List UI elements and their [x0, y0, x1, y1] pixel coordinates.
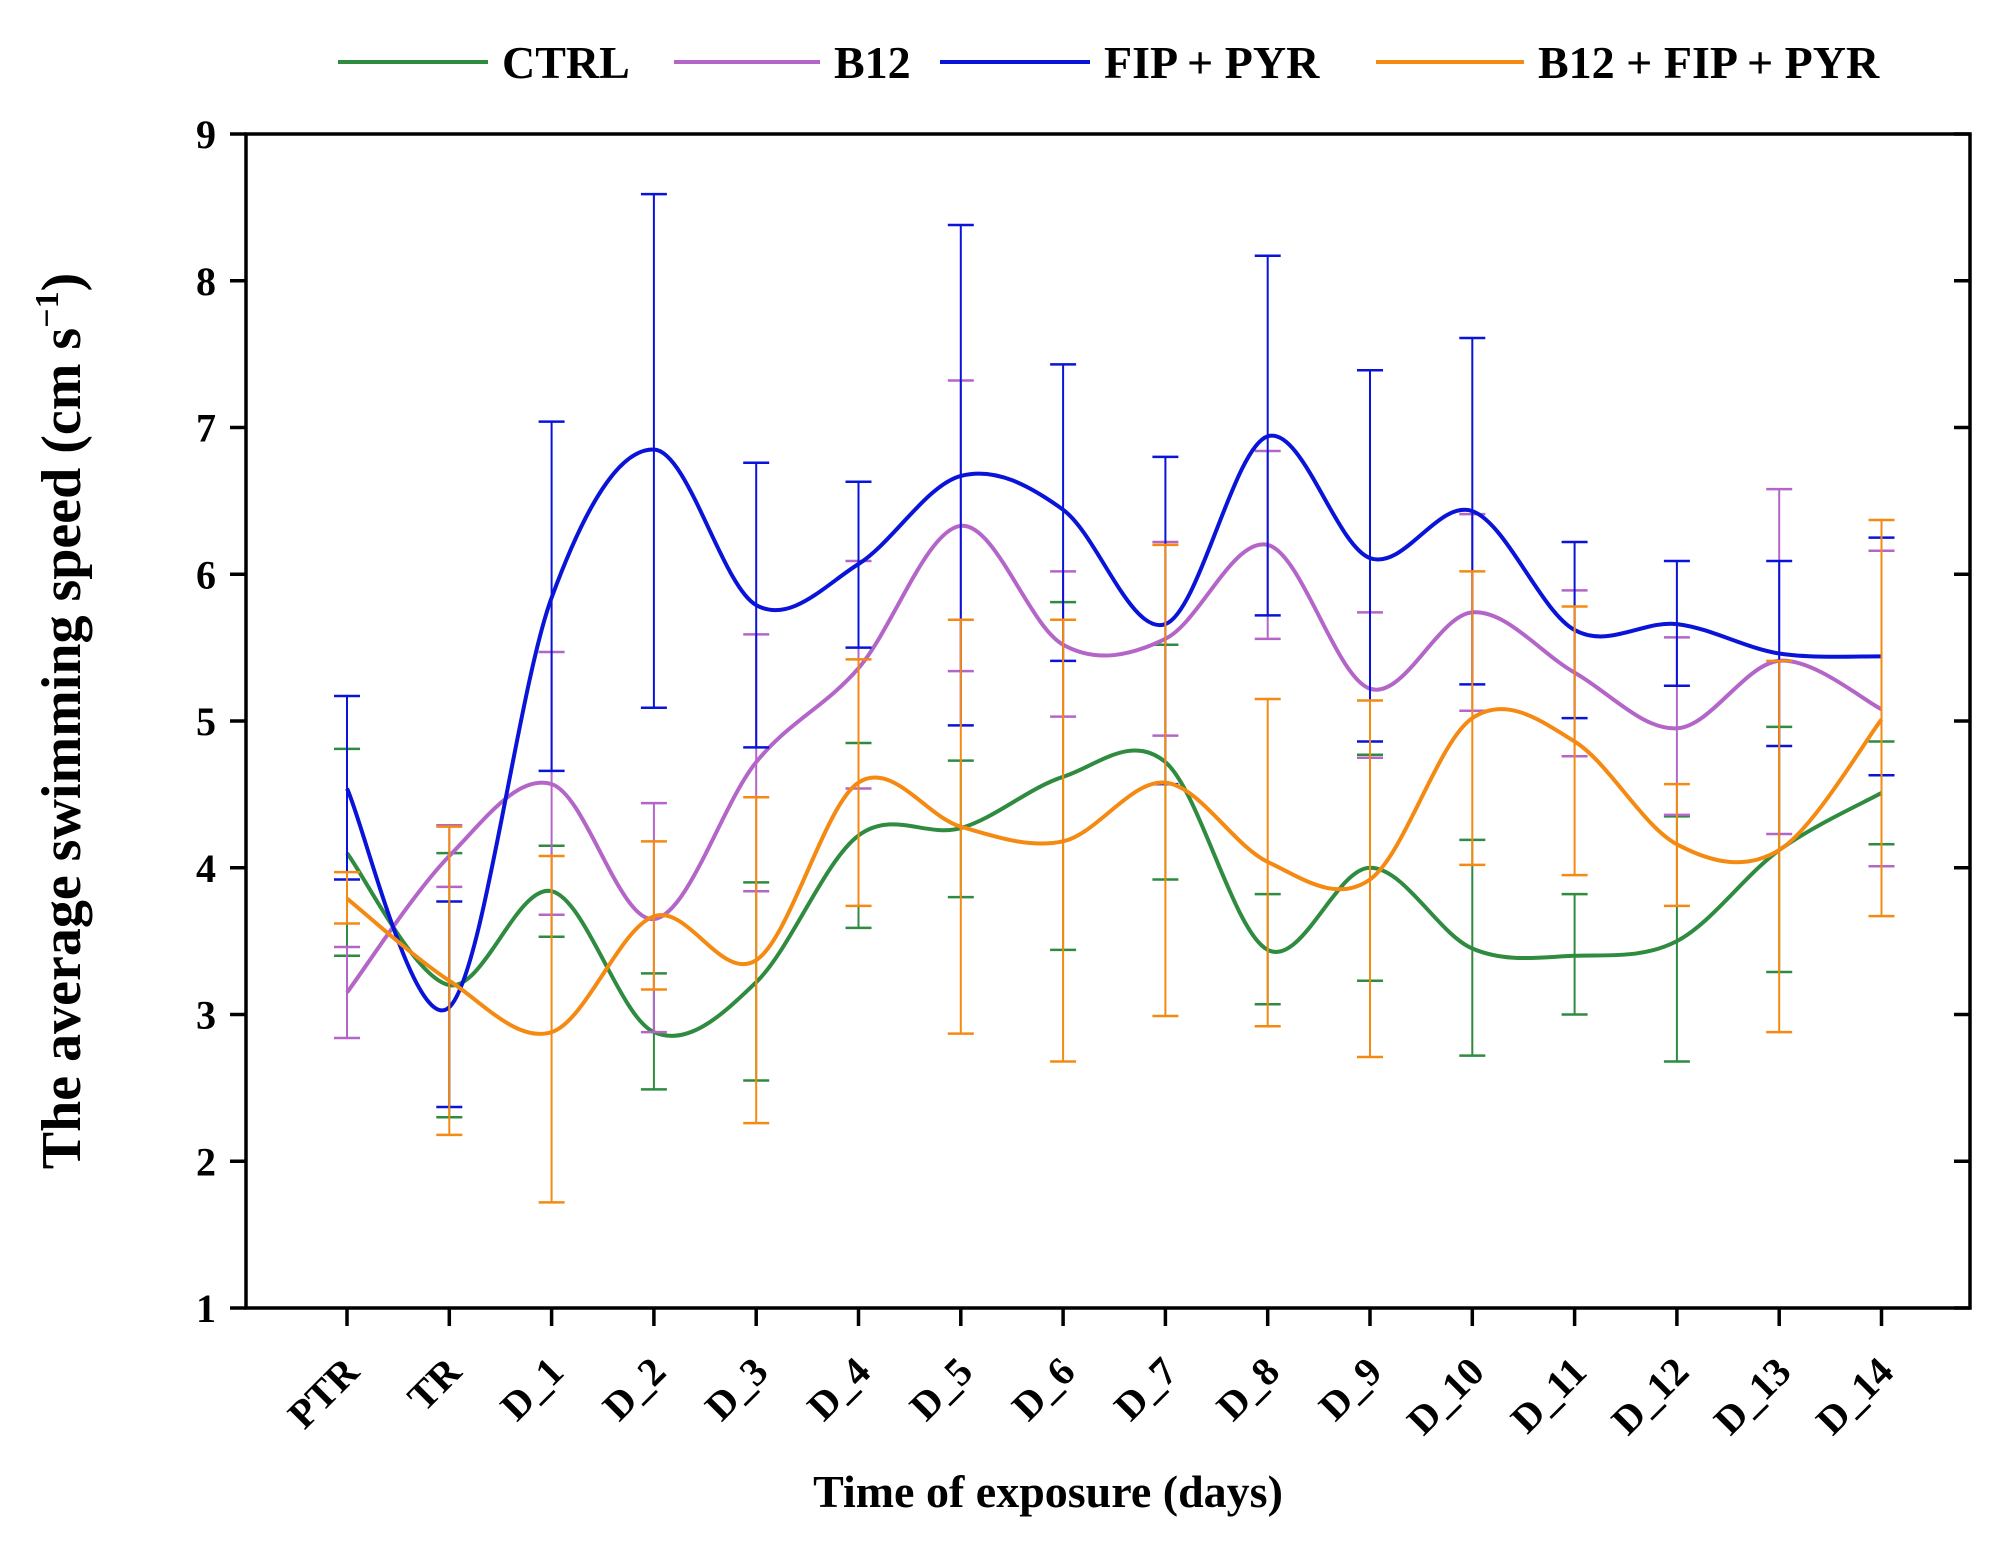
- series-line-ctrl: [345, 748, 1883, 1038]
- y-axis-title: The average swimming speed (cm s−1): [29, 273, 93, 1169]
- legend: CTRL B12 FIP + PYR B12 + FIP + PYR: [338, 37, 1880, 88]
- x-tick-label: D_1: [491, 1349, 572, 1430]
- plot-border: [244, 132, 1972, 1310]
- series-ctrl: [334, 600, 1895, 1119]
- error-bar-fip-pyr: [334, 694, 360, 881]
- x-tick-label: D_10: [1398, 1349, 1493, 1444]
- y-tick-label: 8: [196, 259, 216, 304]
- legend-item-fip-pyr: FIP + PYR: [940, 37, 1320, 88]
- x-tick-label: D_3: [696, 1349, 777, 1430]
- y-tick-label: 1: [196, 1286, 216, 1331]
- x-tick-label: TR: [399, 1348, 471, 1420]
- series-b12-fip-pyr: [334, 518, 1895, 1204]
- series-layer: [334, 192, 1895, 1204]
- y-tick-label: 3: [196, 993, 216, 1038]
- y-tick-label: 6: [196, 552, 216, 597]
- x-tick-label: D_6: [1003, 1349, 1084, 1430]
- error-bar-b12-fip-pyr: [1152, 543, 1179, 1018]
- x-tick-label: D_8: [1208, 1349, 1289, 1430]
- x-tick-label: D_5: [901, 1349, 982, 1430]
- x-axis-title: Time of exposure (days): [813, 1466, 1283, 1517]
- y-axis-title-exponent: −1: [29, 291, 66, 327]
- error-bar-b12-fip-pyr: [538, 854, 565, 1204]
- plot-frame: [244, 132, 1972, 1310]
- y-axis-title-main: The average swimming speed (cm s: [31, 328, 93, 1169]
- y-tick-label: 4: [196, 846, 216, 891]
- legend-label: B12 + FIP + PYR: [1538, 37, 1880, 88]
- y-axis-title-close: ): [31, 273, 93, 292]
- legend-label: CTRL: [502, 37, 630, 88]
- series-fip-pyr: [334, 192, 1895, 1109]
- y-tick-label: 5: [196, 699, 216, 744]
- x-tick-label: D_11: [1502, 1349, 1595, 1442]
- error-bar-fip-pyr: [1357, 369, 1383, 743]
- legend-item-b12-fip-pyr: B12 + FIP + PYR: [1376, 37, 1880, 88]
- x-tick-label: PTR: [279, 1348, 368, 1437]
- series-line-b12: [345, 523, 1883, 994]
- x-tick-label: D_13: [1705, 1349, 1800, 1444]
- legend-item-b12: B12: [674, 37, 911, 88]
- y-tick-label: 7: [196, 406, 216, 451]
- x-tick-label: D_7: [1105, 1349, 1186, 1430]
- y-tick-label: 9: [196, 112, 216, 157]
- x-tick-label: D_2: [594, 1349, 675, 1430]
- x-axis: PTR TR D_1 D_2 D_3 D_4 D_5 D_6 D_7 D_8 D_9 D_10 D_11…: [279, 1308, 1902, 1443]
- y-tick-label: 2: [196, 1139, 216, 1184]
- legend-item-ctrl: CTRL: [338, 37, 630, 88]
- y-axis: 1 2 3 4 5 6 7 8 9: [196, 112, 1970, 1331]
- legend-label: FIP + PYR: [1104, 37, 1320, 88]
- error-bar-b12-fip-pyr: [1766, 659, 1793, 1034]
- x-tick-label: D_4: [798, 1349, 879, 1430]
- error-bar-b12-fip-pyr: [334, 870, 360, 925]
- error-bar-b12-fip-pyr: [1868, 518, 1895, 918]
- x-tick-label: D_9: [1310, 1349, 1391, 1430]
- series-line-b12-fip-pyr: [345, 707, 1884, 1036]
- x-tick-label: D_12: [1603, 1349, 1698, 1444]
- error-bar-fip-pyr: [1050, 363, 1077, 663]
- series-b12: [334, 379, 1895, 1040]
- x-tick-label: D_14: [1807, 1349, 1902, 1444]
- legend-label: B12: [834, 37, 911, 88]
